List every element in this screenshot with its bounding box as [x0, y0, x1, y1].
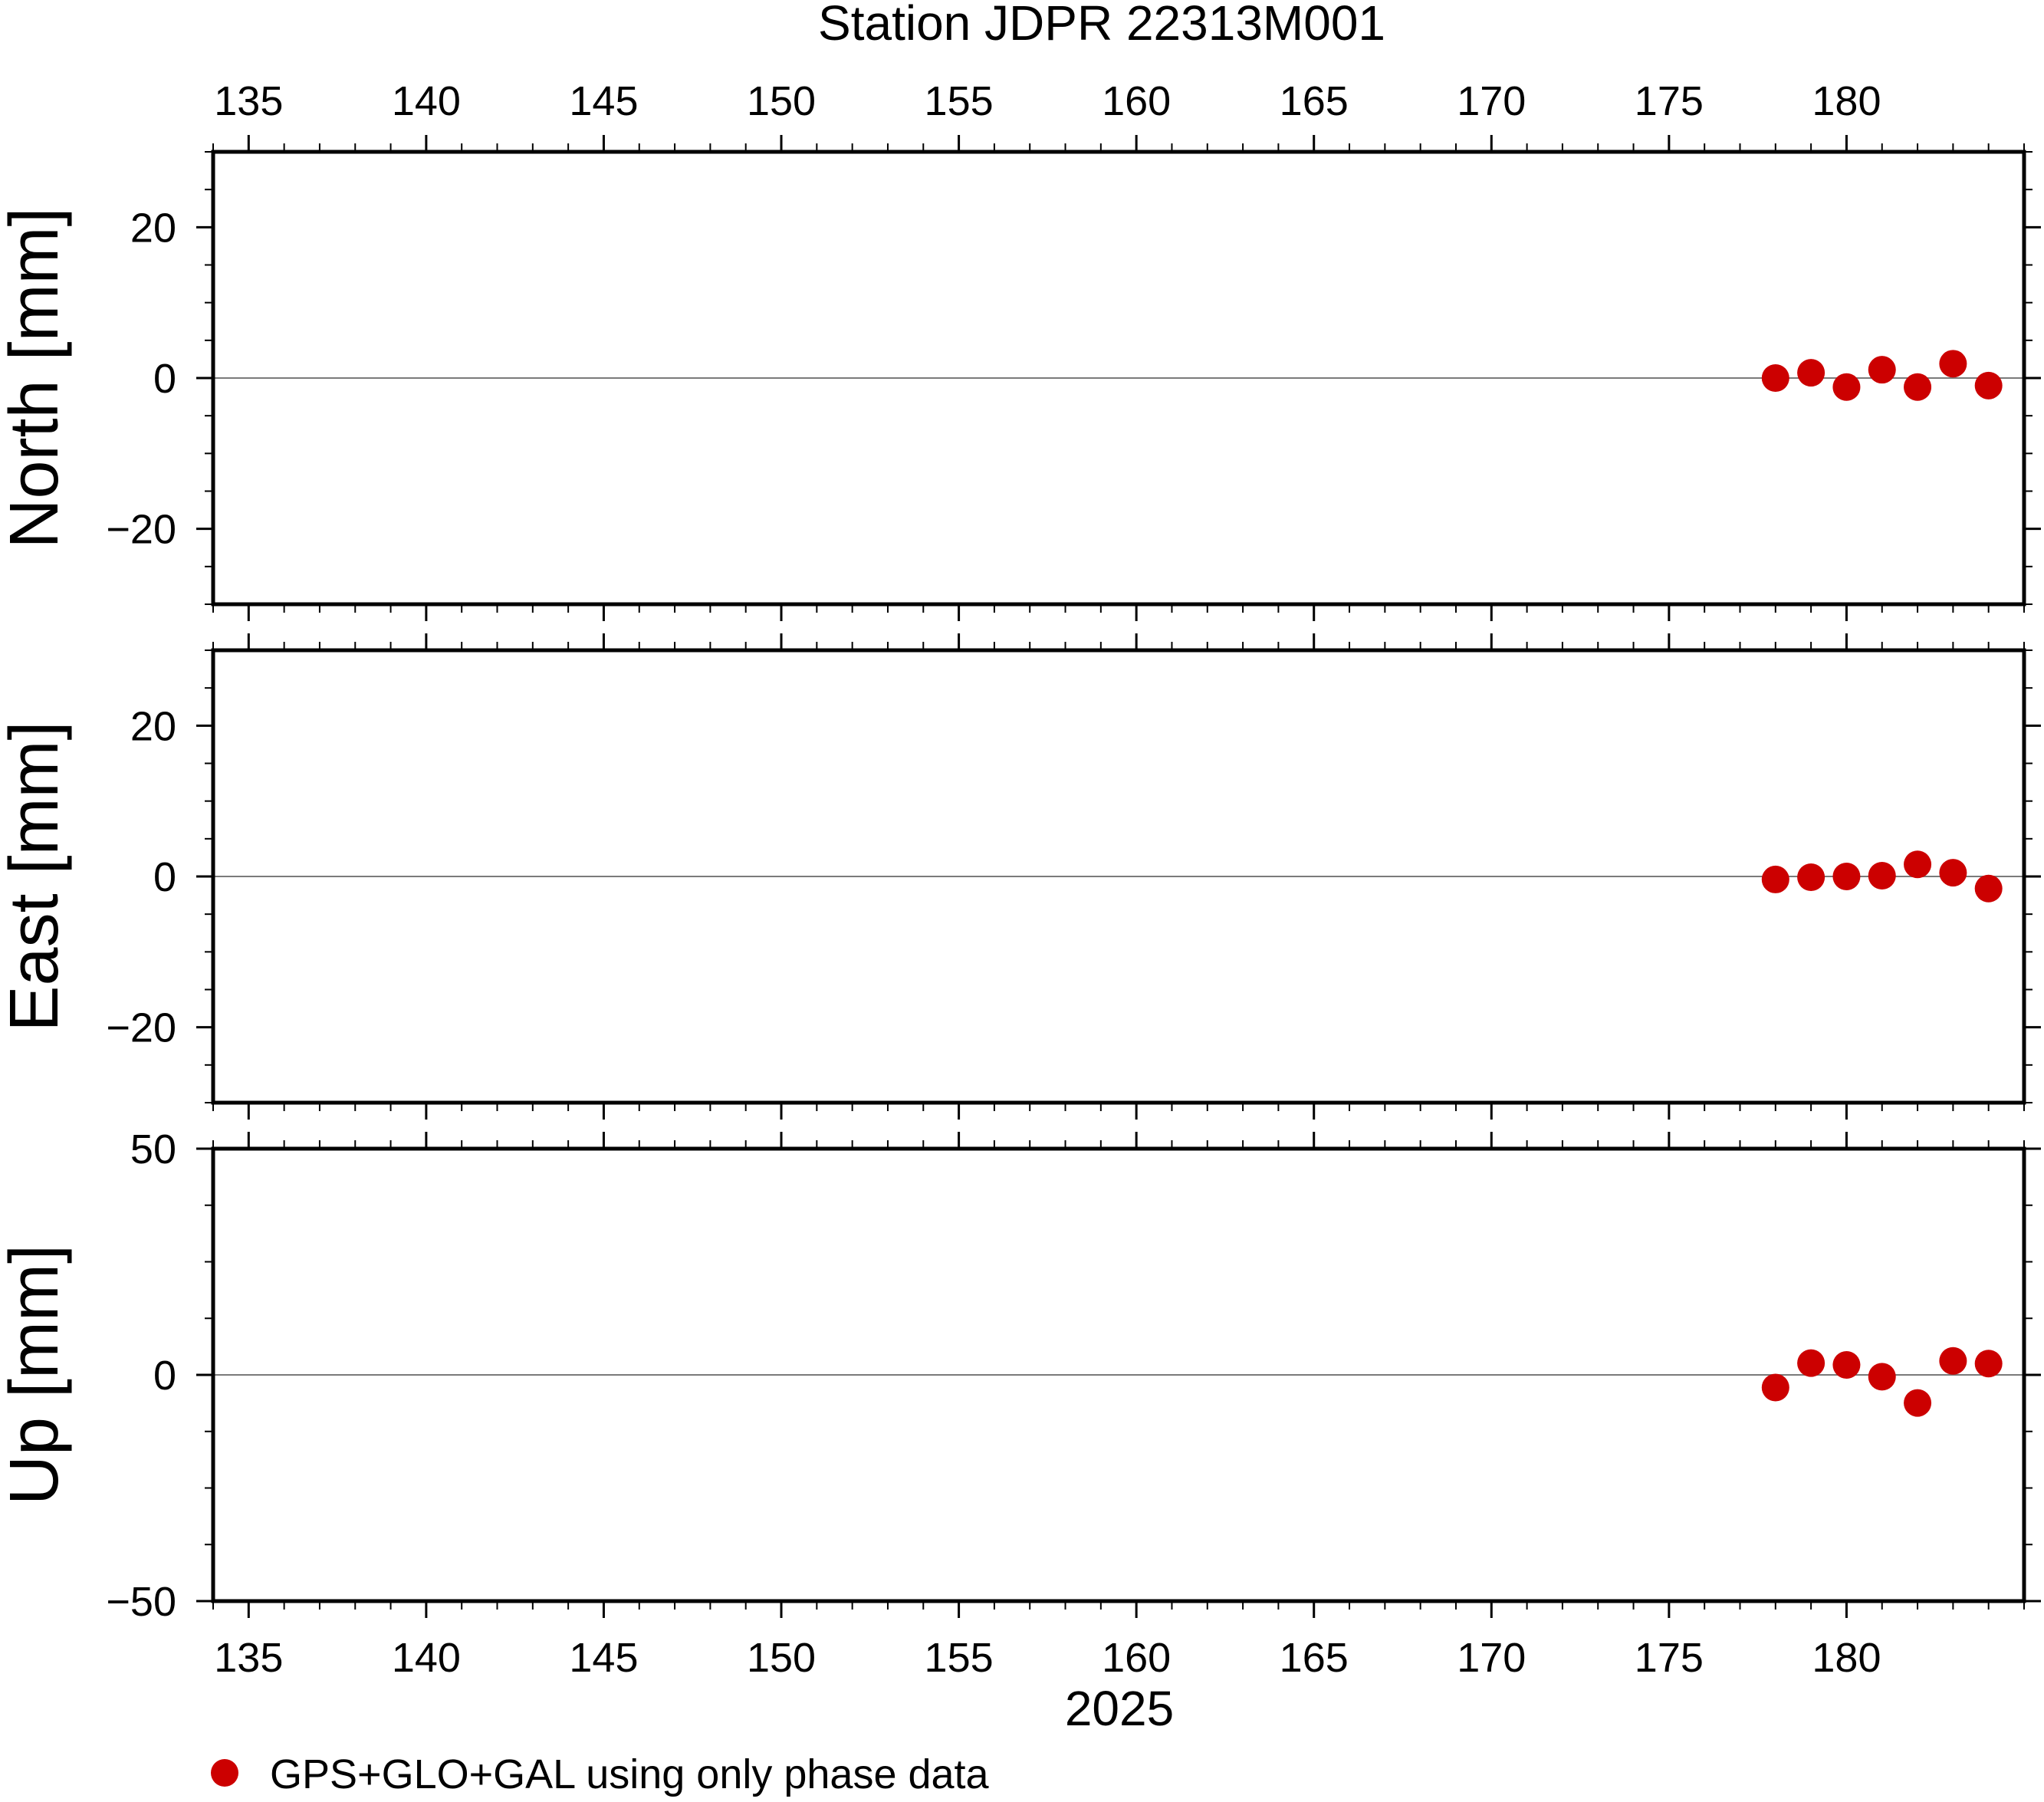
x-tick-label: 170 [1457, 78, 1526, 124]
legend-marker [211, 1759, 238, 1787]
up-y-axis-title: Up [mm] [0, 1245, 73, 1505]
top-x-tick-labels: 135 140 145 150 155 160 165 170 175 180 [214, 78, 1881, 124]
x-tick-label: 155 [925, 1635, 994, 1681]
y-tick-label: −20 [106, 507, 176, 553]
north-data-point [1797, 359, 1825, 387]
east-y-axis-title: East [mm] [0, 721, 73, 1031]
east-data-point [1974, 874, 2003, 903]
up-y-tick-labels: 50 0 −50 [106, 1126, 176, 1625]
x-tick-label: 135 [214, 78, 283, 124]
north-y-axis-title: North [mm] [0, 207, 73, 548]
east-data-points [1761, 850, 2003, 903]
east-data-point [1868, 862, 1896, 890]
x-tick-label: 140 [392, 78, 461, 124]
up-data-point [1939, 1347, 1967, 1375]
x-tick-label: 160 [1102, 1635, 1171, 1681]
up-data-point [1832, 1351, 1861, 1379]
x-tick-label: 145 [569, 1635, 638, 1681]
y-tick-label: 50 [130, 1126, 176, 1172]
x-tick-label: 180 [1812, 78, 1881, 124]
north-data-point [1832, 373, 1861, 401]
y-tick-label: 0 [153, 356, 176, 402]
north-data-points [1761, 350, 2003, 401]
panel-up: 50 0 −50 Up [mm] [0, 1126, 2041, 1625]
north-data-point [1904, 373, 1932, 401]
north-data-point [1868, 356, 1896, 384]
x-tick-label: 150 [747, 78, 816, 124]
x-tick-label: 150 [747, 1635, 816, 1681]
north-data-point [1939, 350, 1967, 378]
legend-label: GPS+GLO+GAL using only phase data [270, 1751, 990, 1797]
up-data-point [1868, 1363, 1896, 1391]
legend: GPS+GLO+GAL using only phase data [211, 1751, 990, 1797]
x-tick-label: 135 [214, 1635, 283, 1681]
x-tick-label: 165 [1280, 1635, 1349, 1681]
x-tick-label: 140 [392, 1635, 461, 1681]
x-tick-label: 170 [1457, 1635, 1526, 1681]
north-y-tick-labels: 20 0 −20 [106, 205, 176, 552]
x-tick-label: 175 [1635, 78, 1704, 124]
x-axis-title: 2025 [1065, 1681, 1174, 1736]
y-tick-label: −20 [106, 1005, 176, 1051]
up-plot-frame [211, 1146, 2026, 1603]
bottom-x-tick-labels: 135 140 145 150 155 160 165 170 175 180 [214, 1635, 1881, 1681]
x-tick-label: 145 [569, 78, 638, 124]
y-tick-label: 20 [130, 205, 176, 251]
north-plot-frame [211, 150, 2026, 607]
up-data-point [1974, 1350, 2003, 1378]
x-tick-label: 165 [1280, 78, 1349, 124]
north-data-point [1974, 371, 2003, 400]
y-tick-label: −50 [106, 1579, 176, 1625]
panel-north: 20 0 −20 North [mm] [0, 135, 2041, 621]
y-tick-label: 0 [153, 1353, 176, 1399]
chart-title: Station JDPR 22313M001 [818, 0, 1385, 51]
east-data-point [1761, 865, 1789, 893]
x-tick-label: 175 [1635, 1635, 1704, 1681]
x-tick-label: 155 [925, 78, 994, 124]
east-data-point [1939, 859, 1967, 887]
bottom-x-axis: 135 140 145 150 155 160 165 170 175 180 … [214, 1635, 1881, 1736]
up-data-point [1797, 1349, 1825, 1377]
up-data-points [1761, 1347, 2003, 1417]
y-tick-label: 0 [153, 854, 176, 900]
y-tick-label: 20 [130, 703, 176, 749]
east-plot-frame [211, 648, 2026, 1105]
up-data-point [1761, 1373, 1789, 1402]
north-data-point [1761, 364, 1789, 392]
x-tick-label: 160 [1102, 78, 1171, 124]
east-data-point [1832, 863, 1861, 890]
x-tick-label: 180 [1812, 1635, 1881, 1681]
panel-east: 20 0 −20 East [mm] [0, 633, 2041, 1120]
top-x-axis: 135 140 145 150 155 160 165 170 175 180 [214, 78, 1881, 124]
east-y-tick-labels: 20 0 −20 [106, 703, 176, 1051]
east-data-point [1797, 863, 1825, 891]
east-data-point [1904, 850, 1932, 879]
up-data-point [1904, 1389, 1932, 1417]
